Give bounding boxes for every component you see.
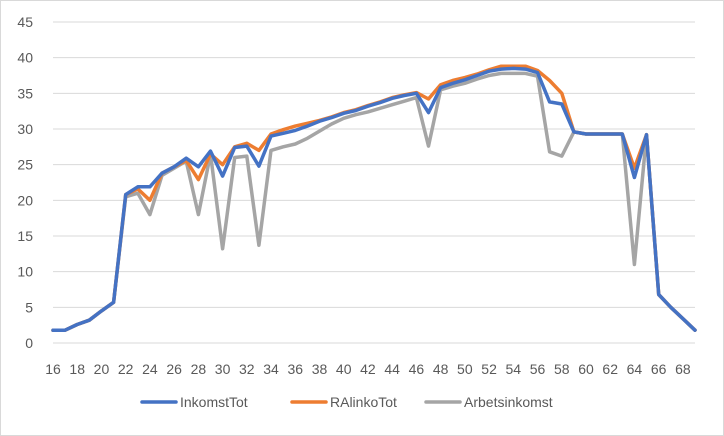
x-tick-label: 18 — [69, 361, 85, 377]
x-tick-label: 54 — [506, 361, 522, 377]
series-lines — [51, 64, 697, 332]
x-tick-label: 52 — [481, 361, 497, 377]
legend: InkomstTot RAlinkoTot Arbetsinkomst — [140, 394, 553, 410]
x-tick-label: 68 — [675, 361, 691, 377]
x-tick-label: 38 — [312, 361, 328, 377]
y-tick-label: 5 — [25, 299, 33, 315]
y-tick-label: 45 — [17, 14, 33, 30]
y-axis: 0 5 10 15 20 25 30 35 40 45 — [17, 14, 33, 351]
x-tick-label: 34 — [263, 361, 279, 377]
y-tick-label: 25 — [17, 157, 33, 173]
y-tick-label: 20 — [17, 192, 33, 208]
y-tick-label: 35 — [17, 85, 33, 101]
x-tick-label: 56 — [530, 361, 546, 377]
series-line-inkomsttot — [51, 66, 697, 332]
legend-item-ralinkotot: RAlinkoTot — [290, 394, 397, 410]
x-tick-label: 66 — [651, 361, 667, 377]
x-tick-label: 28 — [191, 361, 207, 377]
x-tick-label: 50 — [457, 361, 473, 377]
x-tick-label: 44 — [384, 361, 400, 377]
x-tick-label: 36 — [287, 361, 303, 377]
x-tick-label: 24 — [142, 361, 158, 377]
x-tick-label: 32 — [239, 361, 255, 377]
x-tick-label: 22 — [118, 361, 134, 377]
y-tick-label: 40 — [17, 50, 33, 66]
legend-item-arbetsinkomst: Arbetsinkomst — [424, 394, 553, 410]
gridlines — [53, 21, 695, 344]
x-tick-label: 62 — [602, 361, 618, 377]
x-tick-label: 64 — [627, 361, 643, 377]
x-tick-label: 60 — [578, 361, 594, 377]
x-axis: 16 18 20 22 24 26 28 30 32 34 36 38 40 42 44 46 48 50 52 54… — [45, 361, 691, 377]
y-tick-label: 0 — [25, 335, 33, 351]
x-tick-label: 16 — [45, 361, 61, 377]
x-tick-label: 58 — [554, 361, 570, 377]
y-tick-label: 15 — [17, 228, 33, 244]
y-tick-label: 10 — [17, 264, 33, 280]
y-tick-label: 30 — [17, 121, 33, 137]
legend-item-inkomsttot: InkomstTot — [140, 394, 248, 410]
legend-label: RAlinkoTot — [330, 394, 397, 410]
x-tick-label: 48 — [433, 361, 449, 377]
x-tick-label: 30 — [215, 361, 231, 377]
x-tick-label: 40 — [336, 361, 352, 377]
x-tick-label: 46 — [409, 361, 425, 377]
x-tick-label: 42 — [360, 361, 376, 377]
legend-label: Arbetsinkomst — [464, 394, 553, 410]
x-tick-label: 26 — [166, 361, 182, 377]
x-tick-label: 20 — [94, 361, 110, 377]
legend-label: InkomstTot — [180, 394, 248, 410]
